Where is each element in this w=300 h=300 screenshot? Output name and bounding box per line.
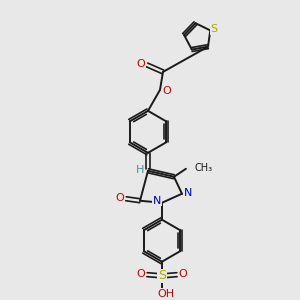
Text: O: O xyxy=(178,269,187,279)
Text: N: N xyxy=(184,188,192,198)
Text: O: O xyxy=(163,86,171,96)
Text: N: N xyxy=(153,196,161,206)
Text: H: H xyxy=(136,165,144,175)
Text: S: S xyxy=(158,269,166,282)
Text: CH₃: CH₃ xyxy=(195,163,213,173)
Text: O: O xyxy=(136,269,146,279)
Text: O: O xyxy=(136,59,146,69)
Text: OH: OH xyxy=(158,289,175,298)
Text: S: S xyxy=(211,24,218,34)
Text: O: O xyxy=(116,193,124,203)
